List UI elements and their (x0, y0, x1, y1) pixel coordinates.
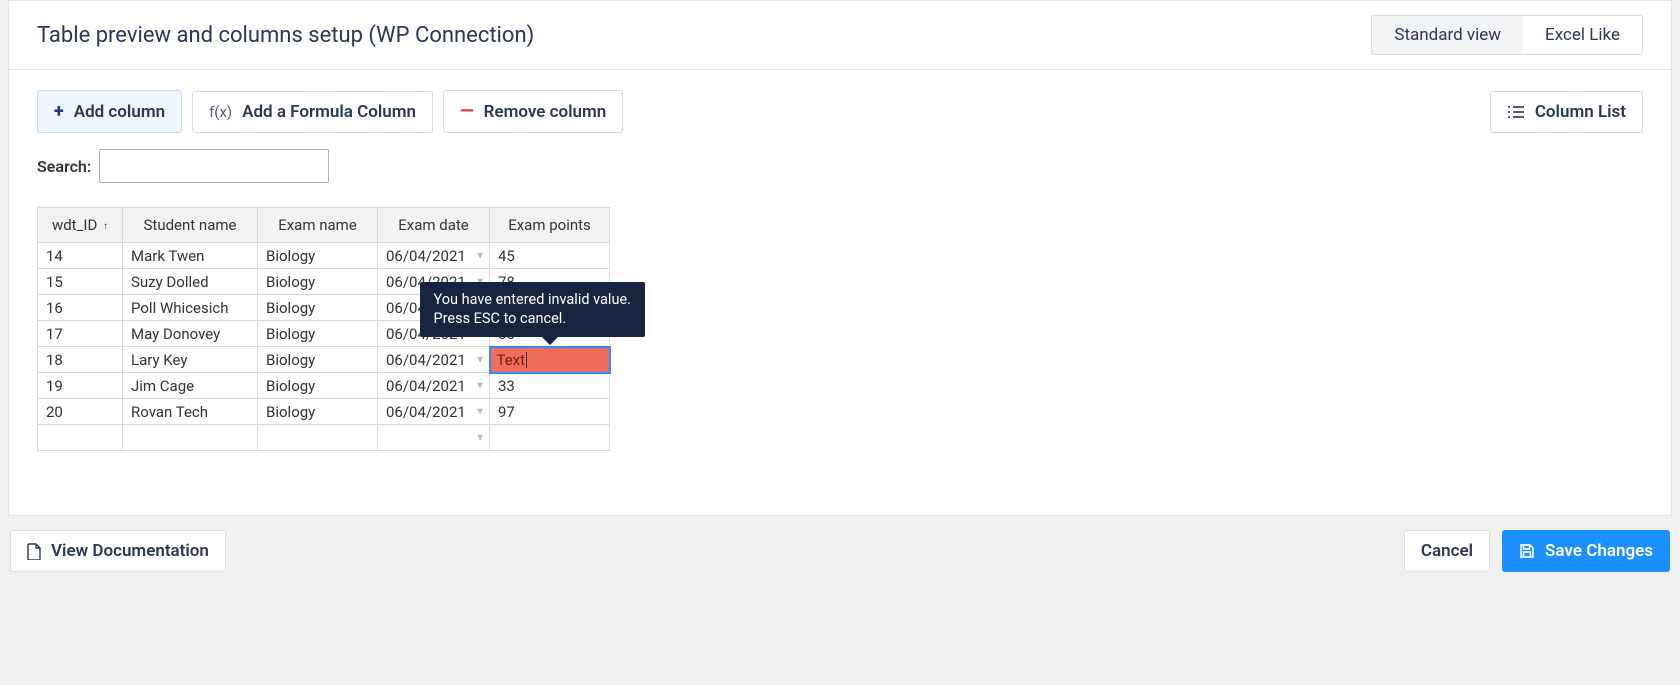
cell-points[interactable]: 97 (490, 399, 610, 425)
add-formula-column-label: Add a Formula Column (242, 102, 416, 122)
cell-student[interactable]: Mark Twen (123, 243, 258, 269)
table-row: 19Jim CageBiology06/04/2021▼33 (38, 373, 610, 399)
fx-icon: f(x) (209, 103, 232, 121)
view-documentation-button[interactable]: View Documentation (10, 530, 226, 572)
empty-cell[interactable] (123, 425, 258, 451)
standard-view-button[interactable]: Standard view (1372, 16, 1523, 54)
view-toggle: Standard view Excel Like (1371, 15, 1643, 55)
cell-student[interactable]: May Donovey (123, 321, 258, 347)
col-header-id-label: wdt_ID (52, 216, 97, 234)
col-header-points[interactable]: Exam points (490, 208, 610, 243)
cancel-button[interactable]: Cancel (1404, 530, 1490, 572)
col-header-exam[interactable]: Exam name (258, 208, 378, 243)
col-header-date[interactable]: Exam date (378, 208, 490, 243)
cell-id[interactable]: 18 (38, 347, 123, 373)
cell-id[interactable]: 19 (38, 373, 123, 399)
chevron-down-icon: ▼ (475, 380, 485, 391)
search-input[interactable] (99, 149, 329, 183)
tooltip-line1: You have entered invalid value. (434, 290, 631, 310)
column-list-label: Column List (1535, 102, 1626, 122)
cell-exam[interactable]: Biology (258, 269, 378, 295)
cell-student[interactable]: Poll Whicesich (123, 295, 258, 321)
cell-student[interactable]: Rovan Tech (123, 399, 258, 425)
remove-column-button[interactable]: — Remove column (443, 90, 623, 133)
save-changes-button[interactable]: Save Changes (1502, 530, 1670, 572)
list-icon (1507, 105, 1525, 119)
col-header-id[interactable]: wdt_ID ↑ (38, 208, 123, 243)
cell-points[interactable]: 45 (490, 243, 610, 269)
add-column-label: Add column (74, 102, 165, 122)
excel-like-button[interactable]: Excel Like (1523, 16, 1642, 54)
cell-student[interactable]: Lary Key (123, 347, 258, 373)
cell-id[interactable]: 14 (38, 243, 123, 269)
column-list-button[interactable]: Column List (1490, 91, 1643, 133)
cell-exam[interactable]: Biology (258, 373, 378, 399)
chevron-down-icon: ▼ (475, 432, 485, 443)
page-title: Table preview and columns setup (WP Conn… (37, 23, 534, 48)
cell-id[interactable]: 16 (38, 295, 123, 321)
cell-exam[interactable]: Biology (258, 295, 378, 321)
cell-exam[interactable]: Biology (258, 243, 378, 269)
view-docs-label: View Documentation (51, 541, 209, 561)
cell-id[interactable]: 17 (38, 321, 123, 347)
search-label: Search: (37, 157, 91, 176)
cell-points[interactable]: 33 (490, 373, 610, 399)
empty-cell[interactable]: ▼ (378, 425, 490, 451)
cell-exam[interactable]: Biology (258, 321, 378, 347)
table-row: 20Rovan TechBiology06/04/2021▼97 (38, 399, 610, 425)
sort-asc-icon: ↑ (101, 221, 108, 232)
save-label: Save Changes (1545, 541, 1653, 561)
cell-exam[interactable]: Biology (258, 347, 378, 373)
table-row: 14Mark TwenBiology06/04/2021▼45 (38, 243, 610, 269)
minus-icon: — (460, 101, 474, 122)
empty-cell[interactable] (38, 425, 123, 451)
add-column-button[interactable]: + Add column (37, 90, 182, 133)
empty-cell[interactable] (490, 425, 610, 451)
cell-editor-value: Text (497, 351, 526, 369)
cell-date[interactable]: 06/04/2021▼ (378, 347, 490, 373)
chevron-down-icon: ▼ (475, 406, 485, 417)
cell-date[interactable]: 06/04/2021▼ (378, 373, 490, 399)
chevron-down-icon: ▼ (475, 354, 485, 365)
cell-editor[interactable]: Text (489, 346, 611, 374)
add-formula-column-button[interactable]: f(x) Add a Formula Column (192, 91, 433, 133)
table-row-empty: ▼ (38, 425, 610, 451)
cell-date[interactable]: 06/04/2021▼ (378, 243, 490, 269)
chevron-down-icon: ▼ (475, 250, 485, 261)
save-icon (1519, 543, 1535, 559)
cell-exam[interactable]: Biology (258, 399, 378, 425)
cell-id[interactable]: 20 (38, 399, 123, 425)
col-header-student[interactable]: Student name (123, 208, 258, 243)
validation-tooltip: You have entered invalid value. Press ES… (420, 282, 645, 337)
cell-date[interactable]: 06/04/2021▼ (378, 399, 490, 425)
remove-column-label: Remove column (484, 102, 607, 122)
cell-student[interactable]: Suzy Dolled (123, 269, 258, 295)
tooltip-line2: Press ESC to cancel. (434, 309, 631, 329)
cell-student[interactable]: Jim Cage (123, 373, 258, 399)
cell-id[interactable]: 15 (38, 269, 123, 295)
plus-icon: + (54, 101, 64, 122)
empty-cell[interactable] (258, 425, 378, 451)
document-icon (27, 543, 41, 560)
